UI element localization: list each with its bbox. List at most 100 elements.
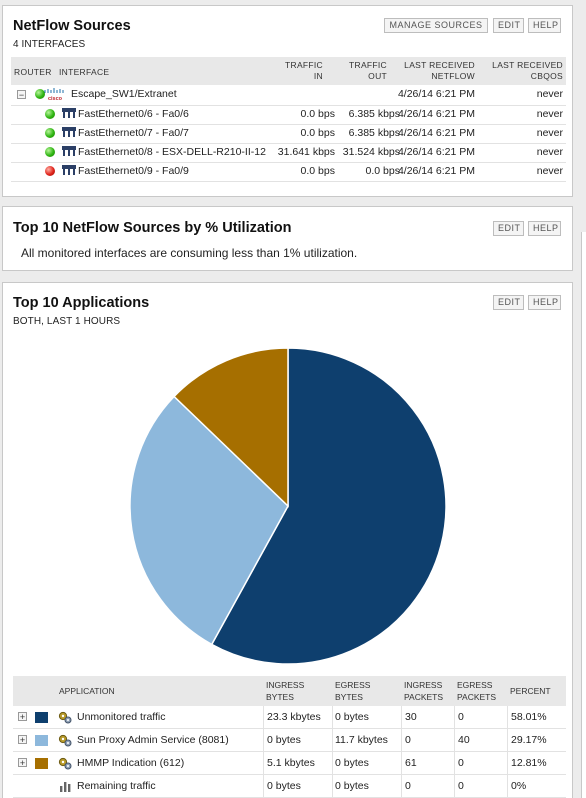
interface-traffic-out: 6.385 kbps xyxy=(348,108,400,120)
column-divider xyxy=(401,706,402,728)
netflow-sources-subtitle: 4 INTERFACES xyxy=(13,39,86,50)
col-traffic-out-line1: TRAFFIC xyxy=(349,60,387,70)
column-divider xyxy=(454,729,455,751)
pie-slice-hmmp-indication-612[interactable] xyxy=(173,347,289,508)
application-egress-bytes: 0 bytes xyxy=(335,711,369,723)
interface-name[interactable]: FastEthernet0/6 - Fa0/6 xyxy=(78,108,189,120)
column-divider xyxy=(401,729,402,751)
col-last-netflow: LAST RECEIVED NETFLOW xyxy=(393,60,475,82)
edit-button[interactable]: EDIT xyxy=(493,18,524,33)
application-ingress-packets: 0 xyxy=(405,734,411,746)
application-egress-bytes: 11.7 kbytes xyxy=(335,734,388,746)
cisco-logo-icon: cisco xyxy=(41,88,69,102)
application-ingress-packets: 61 xyxy=(405,757,417,769)
expand-icon[interactable]: + xyxy=(18,758,27,768)
interface-name[interactable]: FastEthernet0/9 - Fa0/9 xyxy=(78,165,189,177)
help-button[interactable]: HELP xyxy=(528,295,561,310)
col-traffic-out-line2: OUT xyxy=(368,71,387,81)
application-ingress-bytes: 5.1 kbytes xyxy=(267,757,315,769)
column-divider xyxy=(507,775,508,797)
application-gears-icon xyxy=(58,711,72,724)
manage-sources-button[interactable]: MANAGE SOURCES xyxy=(384,18,488,33)
interface-traffic-in: 0.0 bps xyxy=(300,165,335,177)
interface-last-cbqos: never xyxy=(536,146,563,158)
application-name[interactable]: Remaining traffic xyxy=(77,780,156,792)
column-divider xyxy=(507,729,508,751)
col-last-cbqos-line1: LAST RECEIVED xyxy=(492,60,563,70)
application-row[interactable]: + Sun Proxy Admin Service (8081) 0 bytes 11… xyxy=(13,729,566,752)
application-row[interactable]: Remaining traffic 0 bytes 0 bytes 0 0 0% xyxy=(13,775,566,798)
col-ingress-bytes-line2: BYTES xyxy=(266,692,294,702)
interface-name[interactable]: FastEthernet0/8 - ESX-DELL-R210-II-12 xyxy=(78,146,266,158)
col-egress-bytes: EGRESS BYTES xyxy=(335,679,370,703)
column-divider xyxy=(263,752,264,774)
application-percent: 58.01% xyxy=(511,711,547,723)
application-name[interactable]: Unmonitored traffic xyxy=(77,711,166,723)
edit-button[interactable]: EDIT xyxy=(493,221,524,236)
interface-name[interactable]: FastEthernet0/7 - Fa0/7 xyxy=(78,127,189,139)
help-button[interactable]: HELP xyxy=(528,221,561,236)
interface-row[interactable]: FastEthernet0/8 - ESX-DELL-R210-II-12 31.… xyxy=(11,143,566,163)
column-divider xyxy=(263,775,264,797)
router-row[interactable]: − cisco Escape_SW1/Extranet 4/26/14 6:21… xyxy=(11,85,566,106)
col-egress-bytes-line2: BYTES xyxy=(335,692,363,702)
column-divider xyxy=(401,775,402,797)
application-ingress-bytes: 0 bytes xyxy=(267,734,301,746)
col-last-netflow-line1: LAST RECEIVED xyxy=(404,60,475,70)
application-name[interactable]: HMMP Indication (612) xyxy=(77,757,185,769)
interface-last-netflow: 4/26/14 6:21 PM xyxy=(397,146,475,158)
col-ingress-bytes-line1: INGRESS xyxy=(266,680,305,690)
application-egress-bytes: 0 bytes xyxy=(335,757,369,769)
interface-traffic-out: 6.385 kbps xyxy=(348,127,400,139)
interface-row[interactable]: FastEthernet0/9 - Fa0/9 0.0 bps 0.0 bps 4/2… xyxy=(11,162,566,182)
application-name[interactable]: Sun Proxy Admin Service (8081) xyxy=(77,734,229,746)
column-divider xyxy=(332,775,333,797)
top-applications-panel: Top 10 Applications BOTH, LAST 1 HOURS E… xyxy=(2,282,573,798)
interface-last-cbqos: never xyxy=(536,108,563,120)
column-divider xyxy=(332,729,333,751)
expand-icon[interactable]: + xyxy=(18,712,27,722)
application-row[interactable]: + Unmonitored traffic 23.3 kbytes 0 bytes 30… xyxy=(13,706,566,729)
applications-pie-chart[interactable] xyxy=(3,338,574,668)
router-status-up-icon xyxy=(35,89,45,99)
col-egress-packets: EGRESS PACKETS xyxy=(457,679,496,703)
col-egress-packets-line2: PACKETS xyxy=(457,692,497,702)
col-interface: INTERFACE xyxy=(59,67,110,77)
interface-row[interactable]: FastEthernet0/7 - Fa0/7 0.0 bps 6.385 kbps… xyxy=(11,124,566,144)
router-name[interactable]: Escape_SW1/Extranet xyxy=(71,88,177,100)
expand-icon[interactable]: + xyxy=(18,735,27,745)
status-up-icon xyxy=(45,109,55,119)
router-last-cbqos: never xyxy=(536,88,563,100)
col-egress-bytes-line1: EGRESS xyxy=(335,680,371,690)
col-traffic-in: TRAFFIC IN xyxy=(273,60,323,82)
column-divider xyxy=(263,706,264,728)
application-egress-packets: 0 xyxy=(458,757,464,769)
interface-last-netflow: 4/26/14 6:21 PM xyxy=(397,165,475,177)
application-row[interactable]: + HMMP Indication (612) 5.1 kbytes 0 bytes 6… xyxy=(13,752,566,775)
col-application: APPLICATION xyxy=(59,686,115,696)
router-last-netflow: 4/26/14 6:21 PM xyxy=(397,88,475,100)
interface-traffic-in: 31.641 kbps xyxy=(277,146,335,158)
col-last-netflow-line2: NETFLOW xyxy=(431,71,475,81)
utilization-message: All monitored interfaces are consuming l… xyxy=(21,246,358,260)
pie-slice-unmonitored-traffic[interactable] xyxy=(210,347,447,665)
col-percent: PERCENT xyxy=(510,686,551,696)
column-divider xyxy=(454,775,455,797)
interface-last-cbqos: never xyxy=(536,127,563,139)
pie-slice-sun-proxy-admin-service-8081[interactable] xyxy=(129,395,289,646)
column-divider xyxy=(507,752,508,774)
col-ingress-packets-line1: INGRESS xyxy=(404,680,443,690)
help-button[interactable]: HELP xyxy=(528,18,561,33)
application-ingress-bytes: 23.3 kbytes xyxy=(267,711,321,723)
collapse-icon[interactable]: − xyxy=(17,90,26,100)
column-divider xyxy=(401,752,402,774)
svg-text:cisco: cisco xyxy=(48,96,63,101)
edit-button[interactable]: EDIT xyxy=(493,295,524,310)
col-ingress-bytes: INGRESS BYTES xyxy=(266,679,304,703)
interface-traffic-out: 31.524 kbps xyxy=(342,146,400,158)
interface-row[interactable]: FastEthernet0/6 - Fa0/6 0.0 bps 6.385 kbps… xyxy=(11,105,566,125)
application-gears-icon xyxy=(58,734,72,747)
interface-traffic-in: 0.0 bps xyxy=(300,108,335,120)
interfaces-table-header: ROUTER INTERFACE TRAFFIC IN TRAFFIC OUT LA… xyxy=(11,57,566,85)
application-percent: 12.81% xyxy=(511,757,547,769)
